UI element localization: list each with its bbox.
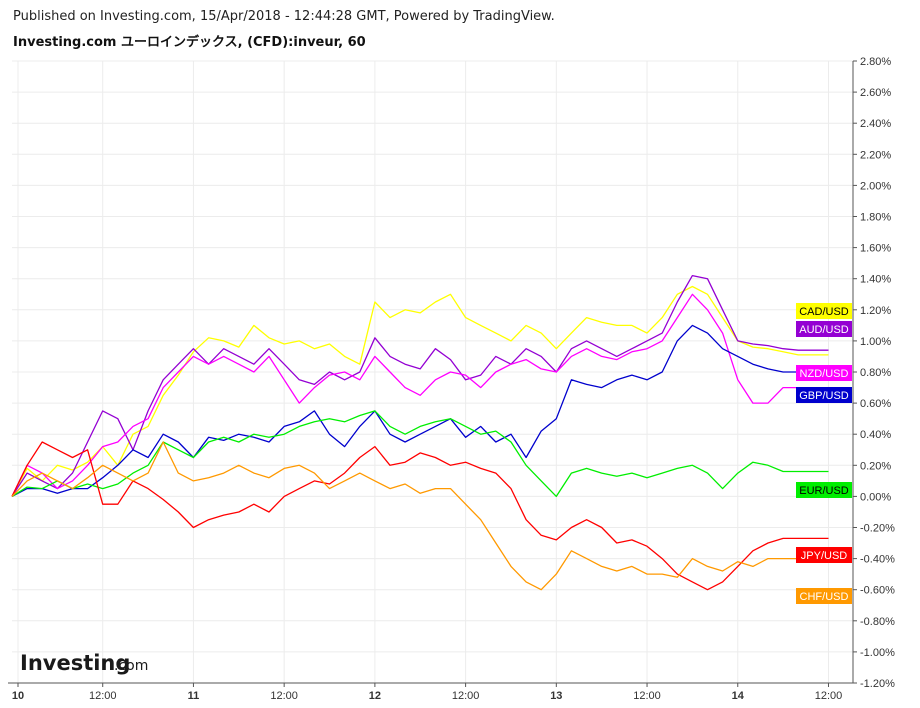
y-tick-label: 0.60% xyxy=(860,398,891,410)
y-tick-label: 0.40% xyxy=(860,429,891,441)
series-line-gbp-usd xyxy=(11,324,829,497)
series-tag-label: JPY/USD xyxy=(801,550,848,562)
series-tag-bg xyxy=(796,482,852,498)
y-tick-label: -0.80% xyxy=(860,616,895,628)
y-tick-label: 1.20% xyxy=(860,305,891,317)
x-tick-label: 12:00 xyxy=(270,690,298,702)
series-tag-bg xyxy=(796,387,852,403)
series-tags: CAD/USD AUD/USD NZD/USD GBP/USD EUR/USD JPY/U… xyxy=(796,303,852,604)
y-tick-label: 0.00% xyxy=(860,491,891,503)
y-tick-label: 2.60% xyxy=(860,87,891,99)
series-tag: GBP/USD xyxy=(796,387,852,403)
y-tick-label: -0.60% xyxy=(860,585,895,597)
series-tag-label: EUR/USD xyxy=(799,485,849,497)
series-tag-label: NZD/USD xyxy=(800,368,849,380)
series-tag-bg xyxy=(796,303,852,319)
y-tick-label: 2.00% xyxy=(860,180,891,192)
x-tick-label: 11 xyxy=(188,690,200,702)
x-tick-label: 12:00 xyxy=(633,690,661,702)
series-tag: EUR/USD xyxy=(796,482,852,498)
series-tag-bg xyxy=(796,321,852,337)
series-line-eur-usd xyxy=(11,410,829,498)
series-tag-bg xyxy=(796,547,852,563)
series-line-nzd-usd xyxy=(11,293,829,497)
y-tick-label: 1.60% xyxy=(860,243,891,255)
x-tick-label: 14 xyxy=(732,690,745,702)
x-tick-label: 12:00 xyxy=(89,690,117,702)
series-tag-label: GBP/USD xyxy=(799,390,849,402)
y-tick-label: -0.40% xyxy=(860,554,895,566)
y-tick-label: 1.40% xyxy=(860,274,891,286)
chart-title: Investing.com ユーロインデックス, (CFD):inveur, 6… xyxy=(13,35,366,50)
series-tag-bg xyxy=(796,365,852,381)
series-tag: JPY/USD xyxy=(796,547,852,563)
x-tick-label: 12:00 xyxy=(452,690,480,702)
series-line-cad-usd xyxy=(11,285,829,497)
y-tick-label: 2.80% xyxy=(860,56,891,68)
series-tag-bg xyxy=(796,588,852,604)
axes: 2.80% 2.60% 2.40% 2.20% 2.00% 1.80% 1.60% 1.40%… xyxy=(8,56,895,702)
series-tag-label: CAD/USD xyxy=(799,306,849,318)
series-layer xyxy=(11,274,829,591)
published-note: Published on Investing.com, 15/Apr/2018 … xyxy=(13,9,555,24)
investing-logo: Investing .com xyxy=(20,651,148,675)
y-tick-label: 0.20% xyxy=(860,460,891,472)
y-tick-label: 0.80% xyxy=(860,367,891,379)
series-tag: CAD/USD xyxy=(796,303,852,319)
series-line-chf-usd xyxy=(11,441,829,591)
y-tick-label: 1.00% xyxy=(860,336,891,348)
series-tag: AUD/USD xyxy=(796,321,852,337)
series-tag-label: CHF/USD xyxy=(800,591,849,603)
series-tag-label: AUD/USD xyxy=(799,324,849,336)
y-tick-label: -0.20% xyxy=(860,523,895,535)
grid-lines xyxy=(12,60,853,684)
logo-word: Investing xyxy=(20,651,130,675)
y-tick-label: 1.80% xyxy=(860,212,891,224)
series-line-aud-usd xyxy=(11,274,829,497)
x-tick-label: 13 xyxy=(550,690,562,702)
series-tag: CHF/USD xyxy=(796,588,852,604)
x-tick-label: 12:00 xyxy=(815,690,843,702)
y-tick-label: -1.00% xyxy=(860,647,895,659)
y-tick-label: 2.40% xyxy=(860,118,891,130)
series-line-jpy-usd xyxy=(11,441,829,591)
series-tag: NZD/USD xyxy=(796,365,852,381)
y-tick-label: 2.20% xyxy=(860,149,891,161)
x-tick-label: 12 xyxy=(369,690,381,702)
x-tick-label: 10 xyxy=(12,690,24,702)
y-tick-label: -1.20% xyxy=(860,678,895,690)
logo-suffix: .com xyxy=(114,658,148,674)
